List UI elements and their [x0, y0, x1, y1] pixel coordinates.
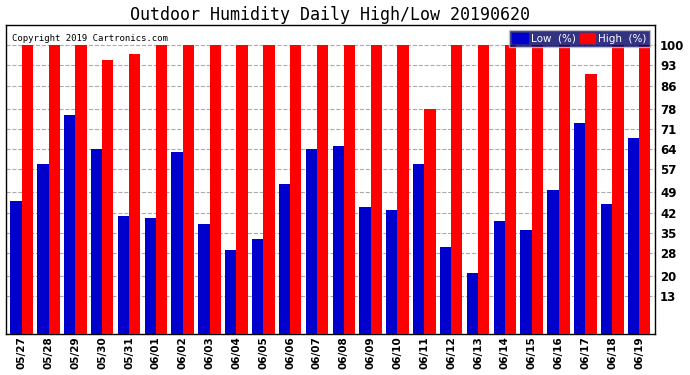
Bar — [628, 138, 639, 334]
Bar — [264, 45, 275, 334]
Bar — [333, 146, 344, 334]
Bar — [145, 218, 156, 334]
Bar — [359, 207, 371, 334]
Bar — [493, 221, 505, 334]
Bar — [344, 45, 355, 334]
Bar — [317, 45, 328, 334]
Bar — [171, 152, 183, 334]
Bar — [37, 164, 48, 334]
Bar — [156, 45, 167, 334]
Bar — [210, 45, 221, 334]
Bar — [225, 250, 237, 334]
Bar — [118, 216, 129, 334]
Bar — [129, 54, 140, 334]
Bar — [440, 247, 451, 334]
Text: Copyright 2019 Cartronics.com: Copyright 2019 Cartronics.com — [12, 34, 168, 44]
Bar — [290, 45, 302, 334]
Bar — [639, 45, 651, 334]
Legend: Low  (%), High  (%): Low (%), High (%) — [509, 30, 650, 47]
Bar — [91, 149, 102, 334]
Title: Outdoor Humidity Daily High/Low 20190620: Outdoor Humidity Daily High/Low 20190620 — [130, 6, 531, 24]
Bar — [478, 45, 489, 334]
Bar — [75, 45, 87, 334]
Bar — [585, 74, 597, 334]
Bar — [21, 45, 33, 334]
Bar — [466, 273, 478, 334]
Bar — [547, 189, 559, 334]
Bar — [520, 230, 532, 334]
Bar — [532, 45, 543, 334]
Bar — [451, 45, 462, 334]
Bar — [64, 114, 75, 334]
Bar — [237, 45, 248, 334]
Bar — [279, 184, 290, 334]
Bar — [612, 45, 624, 334]
Bar — [306, 149, 317, 334]
Bar — [424, 109, 435, 334]
Bar — [48, 45, 60, 334]
Bar — [505, 45, 516, 334]
Bar — [183, 45, 194, 334]
Bar — [102, 60, 113, 334]
Bar — [574, 123, 585, 334]
Bar — [559, 45, 570, 334]
Bar — [198, 224, 210, 334]
Bar — [397, 45, 408, 334]
Bar — [252, 238, 264, 334]
Bar — [371, 45, 382, 334]
Bar — [601, 204, 612, 334]
Bar — [10, 201, 21, 334]
Bar — [386, 210, 397, 334]
Bar — [413, 164, 424, 334]
